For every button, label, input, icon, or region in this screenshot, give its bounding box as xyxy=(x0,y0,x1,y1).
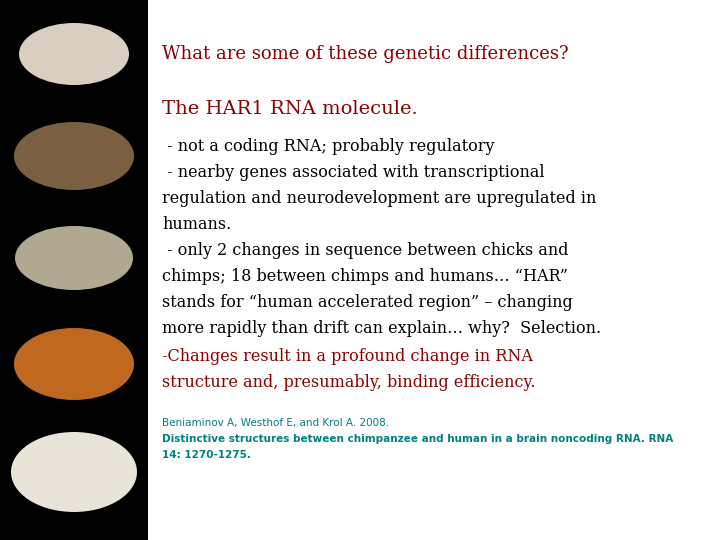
Text: -Changes result in a profound change in RNA: -Changes result in a profound change in … xyxy=(162,348,533,365)
Text: The HAR1 RNA molecule.: The HAR1 RNA molecule. xyxy=(162,100,418,118)
Text: stands for “human accelerated region” – changing: stands for “human accelerated region” – … xyxy=(162,294,572,311)
Text: Distinctive structures between chimpanzee and human in a brain noncoding RNA. RN: Distinctive structures between chimpanze… xyxy=(162,434,673,444)
Text: What are some of these genetic differences?: What are some of these genetic differenc… xyxy=(162,45,569,63)
Text: structure and, presumably, binding efficiency.: structure and, presumably, binding effic… xyxy=(162,374,536,391)
Text: Beniaminov A, Westhof E, and Krol A. 2008.: Beniaminov A, Westhof E, and Krol A. 200… xyxy=(162,418,389,428)
Text: chimps; 18 between chimps and humans… “HAR”: chimps; 18 between chimps and humans… “H… xyxy=(162,268,568,285)
Text: - only 2 changes in sequence between chicks and: - only 2 changes in sequence between chi… xyxy=(162,242,569,259)
Ellipse shape xyxy=(11,432,137,512)
Ellipse shape xyxy=(14,122,134,190)
Text: - nearby genes associated with transcriptional: - nearby genes associated with transcrip… xyxy=(162,164,544,181)
Ellipse shape xyxy=(14,328,134,400)
Text: 14: 1270-1275.: 14: 1270-1275. xyxy=(162,450,251,460)
Bar xyxy=(0,0,148,540)
Ellipse shape xyxy=(15,226,133,290)
Text: humans.: humans. xyxy=(162,216,231,233)
Text: regulation and neurodevelopment are upregulated in: regulation and neurodevelopment are upre… xyxy=(162,190,596,207)
Text: - not a coding RNA; probably regulatory: - not a coding RNA; probably regulatory xyxy=(162,138,495,155)
Ellipse shape xyxy=(19,23,129,85)
Text: more rapidly than drift can explain… why?  Selection.: more rapidly than drift can explain… why… xyxy=(162,320,601,337)
